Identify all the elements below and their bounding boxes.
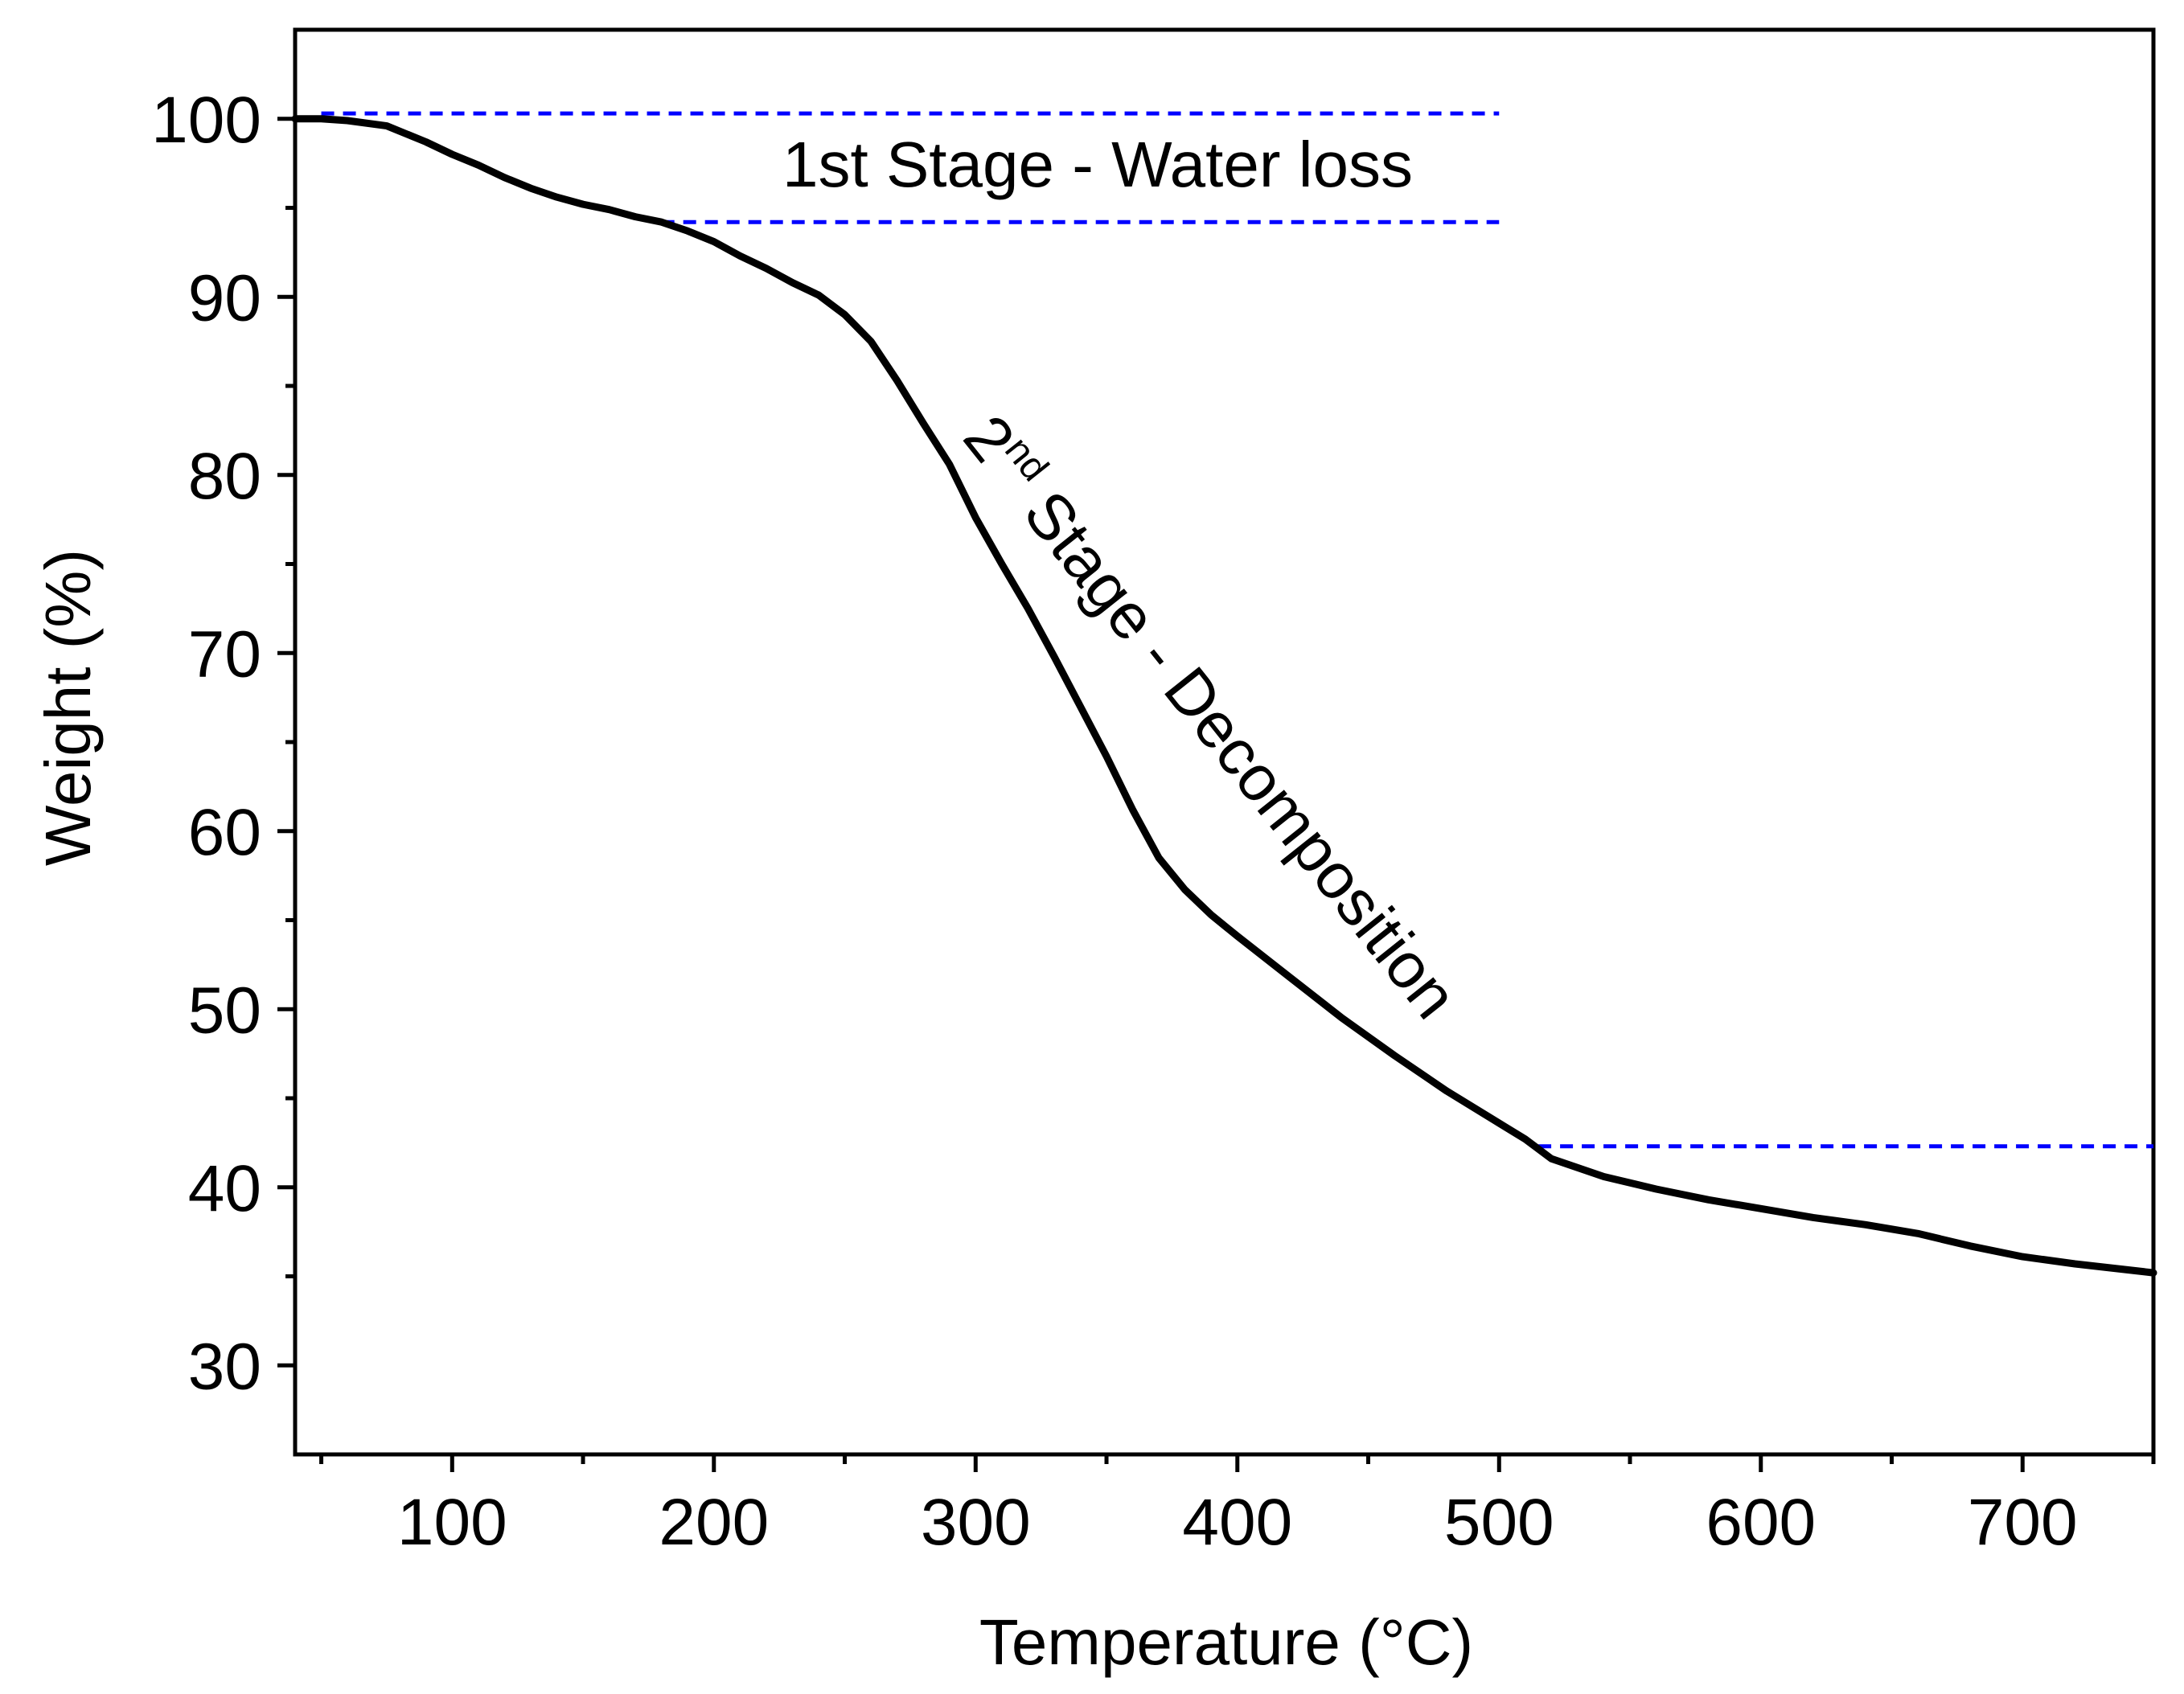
- x-tick-label: 300: [921, 1486, 1031, 1559]
- x-tick-label: 400: [1182, 1486, 1292, 1559]
- y-tick-label: 30: [188, 1330, 261, 1403]
- stage1-annotation: 1st Stage - Water loss: [782, 129, 1413, 200]
- stage2-annotation: 2nd Stage - Decomposition: [950, 401, 1473, 1032]
- x-tick-label: 100: [397, 1486, 507, 1559]
- stage2-rest: Stage - Decomposition: [1000, 464, 1472, 1032]
- x-tick-label: 500: [1444, 1486, 1554, 1559]
- y-axis-ticks: 30 40 50 60 70 80 90 100: [151, 84, 295, 1403]
- y-tick-label: 100: [151, 84, 261, 157]
- y-tick-label: 80: [188, 440, 261, 513]
- weight-curve: [291, 115, 2157, 1277]
- reference-lines: [321, 111, 2153, 1149]
- x-tick-label: 600: [1706, 1486, 1816, 1559]
- x-axis-ticks: 100 200 300 400 500 600 700: [319, 1454, 2156, 1559]
- x-axis-title: Temperature (°C): [979, 1606, 1473, 1678]
- y-axis-title: Weight (%): [32, 549, 104, 866]
- y-tick-label: 90: [188, 261, 261, 334]
- y-tick-label: 70: [188, 617, 261, 691]
- y-tick-label: 40: [188, 1152, 261, 1225]
- y-tick-label: 60: [188, 796, 261, 869]
- x-tick-label: 200: [659, 1486, 769, 1559]
- y-tick-label: 50: [188, 974, 261, 1047]
- x-tick-label: 700: [1968, 1486, 2078, 1559]
